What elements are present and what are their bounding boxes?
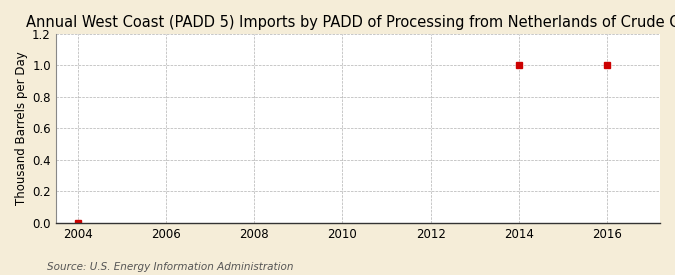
Y-axis label: Thousand Barrels per Day: Thousand Barrels per Day: [15, 51, 28, 205]
Text: Source: U.S. Energy Information Administration: Source: U.S. Energy Information Administ…: [47, 262, 294, 272]
Title: Annual West Coast (PADD 5) Imports by PADD of Processing from Netherlands of Cru: Annual West Coast (PADD 5) Imports by PA…: [26, 15, 675, 30]
